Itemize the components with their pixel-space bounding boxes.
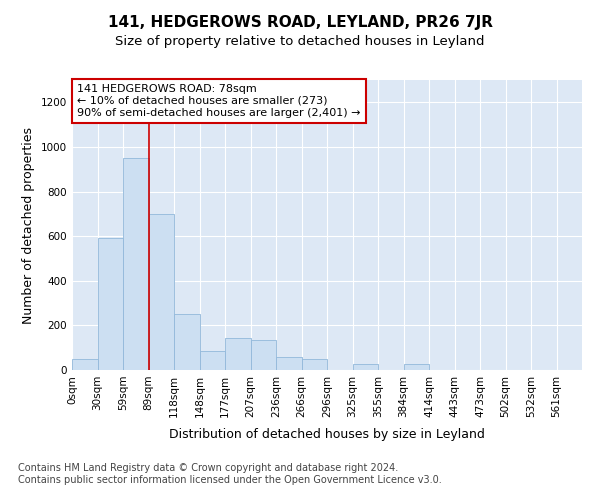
X-axis label: Distribution of detached houses by size in Leyland: Distribution of detached houses by size … (169, 428, 485, 441)
Text: 141, HEDGEROWS ROAD, LEYLAND, PR26 7JR: 141, HEDGEROWS ROAD, LEYLAND, PR26 7JR (107, 15, 493, 30)
Bar (404, 364, 429, 370)
Text: 141 HEDGEROWS ROAD: 78sqm
← 10% of detached houses are smaller (273)
90% of semi: 141 HEDGEROWS ROAD: 78sqm ← 10% of detac… (77, 84, 361, 117)
Bar (123, 158, 149, 370)
Bar (353, 364, 378, 370)
Bar (72, 359, 97, 370)
Bar (174, 314, 199, 370)
Bar (225, 338, 251, 370)
Bar (97, 238, 123, 370)
Text: Contains HM Land Registry data © Crown copyright and database right 2024.
Contai: Contains HM Land Registry data © Crown c… (18, 464, 442, 485)
Bar (251, 340, 276, 370)
Bar (149, 214, 174, 370)
Bar (302, 359, 327, 370)
Bar (199, 351, 225, 370)
Bar (276, 356, 302, 370)
Text: Size of property relative to detached houses in Leyland: Size of property relative to detached ho… (115, 35, 485, 48)
Y-axis label: Number of detached properties: Number of detached properties (22, 126, 35, 324)
